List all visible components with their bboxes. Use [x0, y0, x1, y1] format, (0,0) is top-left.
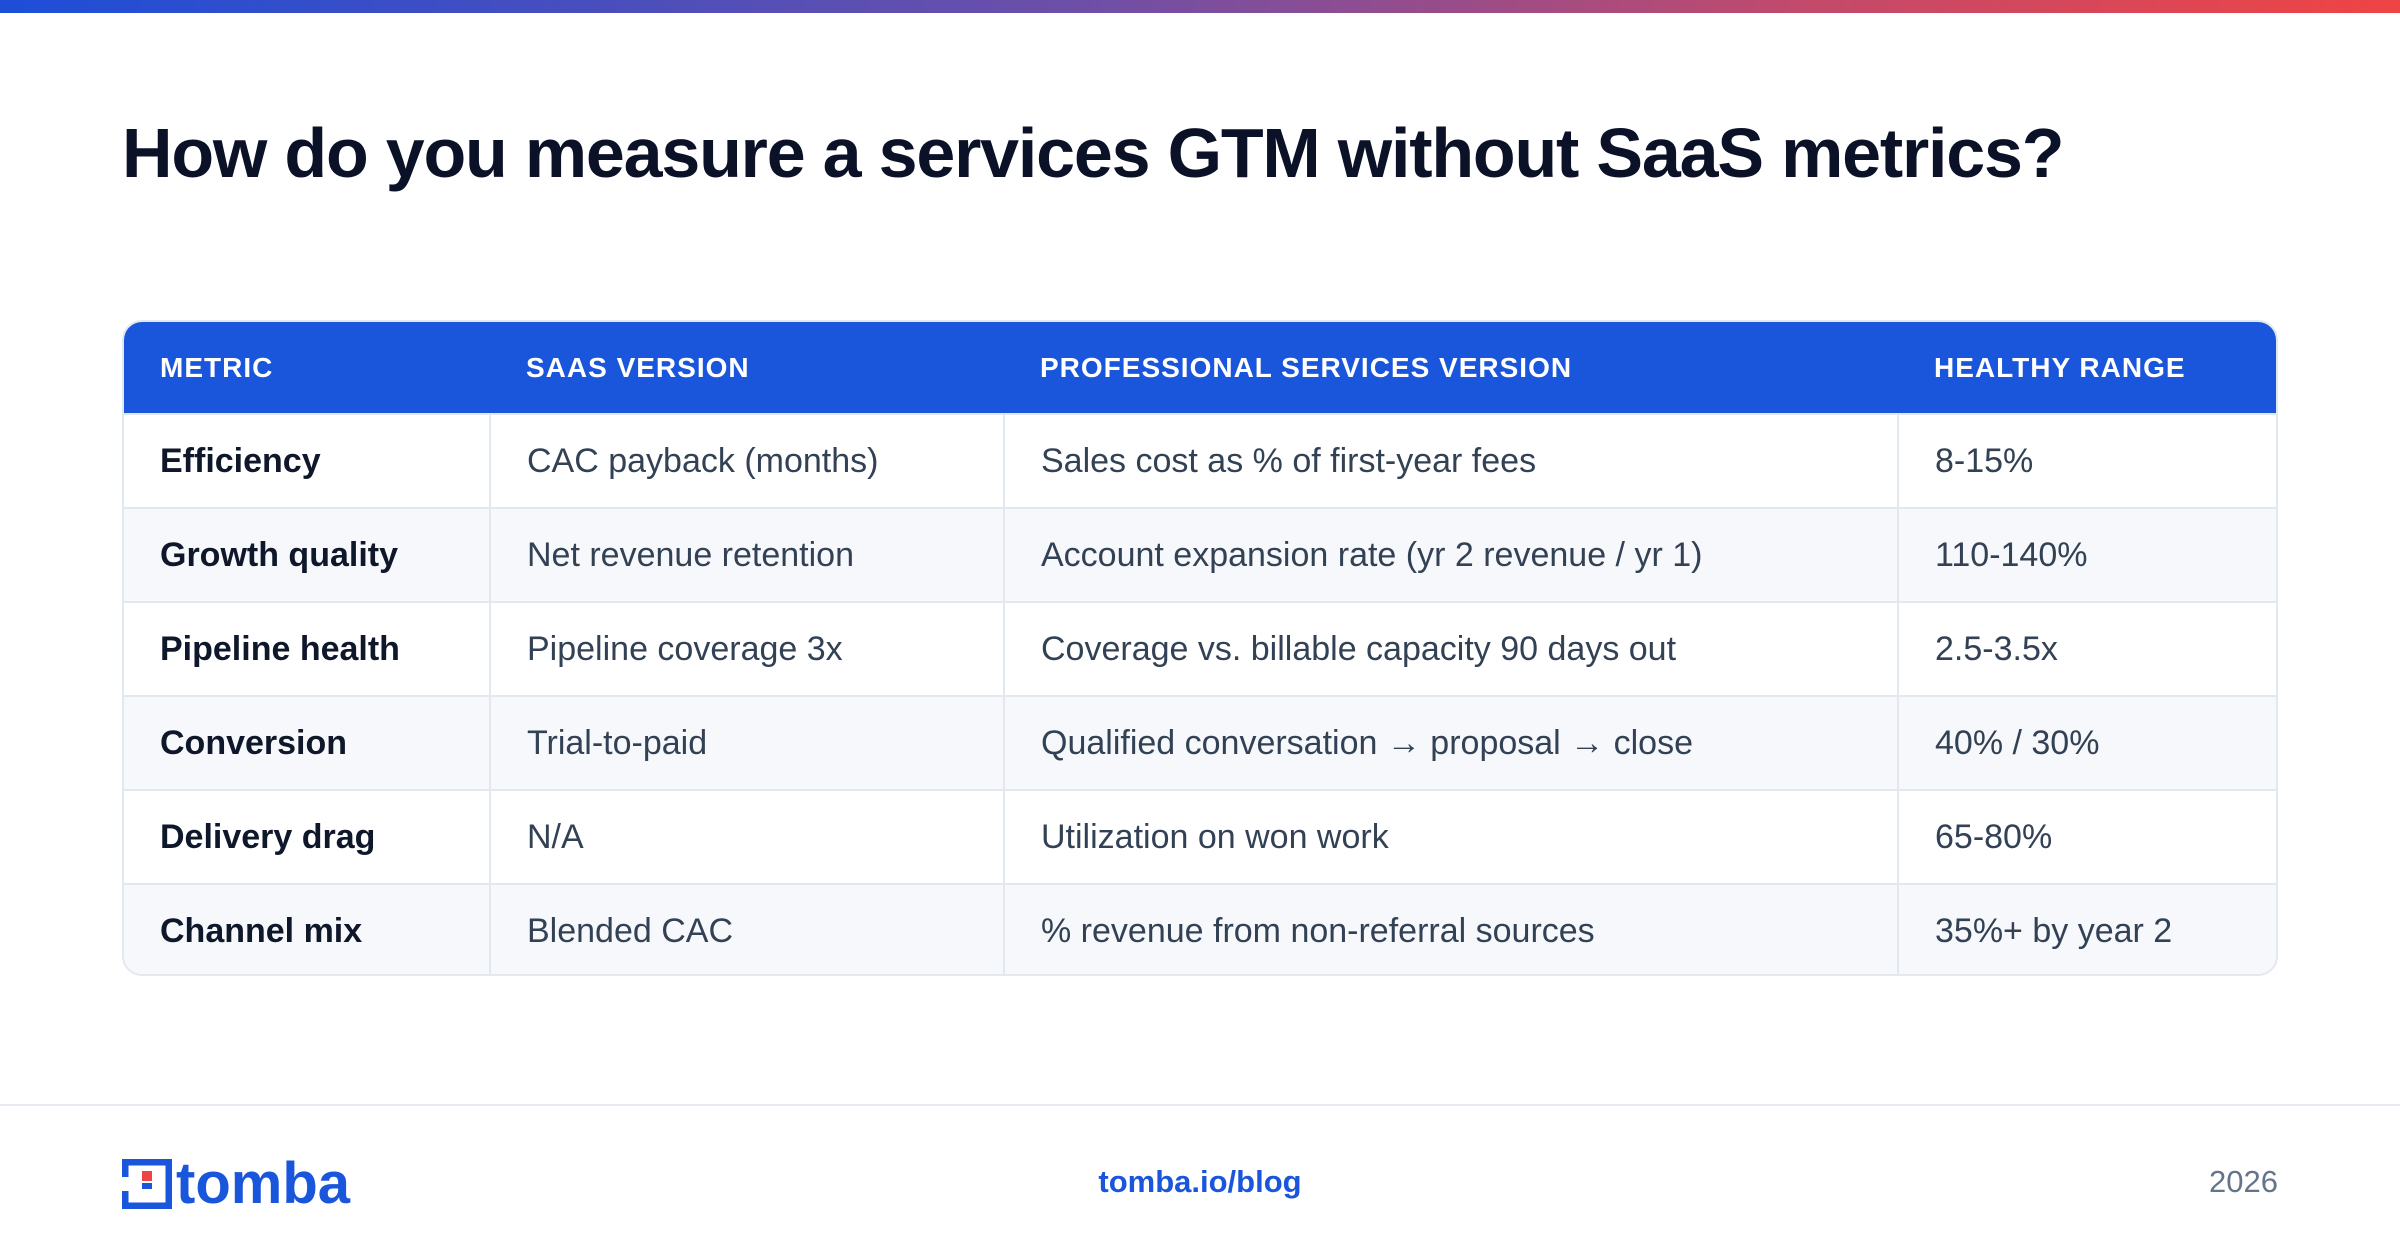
- saas-cell: N/A: [489, 789, 1004, 884]
- range-cell: 65-80%: [1897, 789, 2276, 884]
- table-row: Pipeline health Pipeline coverage 3x Cov…: [124, 601, 2276, 696]
- saas-cell: Blended CAC: [489, 883, 1004, 974]
- services-cell: Coverage vs. billable capacity 90 days o…: [1003, 601, 1898, 696]
- metric-cell: Pipeline health: [124, 601, 490, 696]
- saas-cell: Net revenue retention: [489, 507, 1004, 602]
- tomba-logo[interactable]: tomba: [122, 1151, 350, 1216]
- table-row: Efficiency CAC payback (months) Sales co…: [124, 413, 2276, 508]
- range-cell: 35%+ by year 2: [1897, 883, 2276, 974]
- saas-cell: Pipeline coverage 3x: [489, 601, 1004, 696]
- table-row: Conversion Trial-to-paid Qualified conve…: [124, 695, 2276, 790]
- blog-link[interactable]: tomba.io/blog: [1098, 1164, 1302, 1199]
- table-row: Channel mix Blended CAC % revenue from n…: [124, 883, 2276, 974]
- header-metric: METRIC: [160, 351, 274, 383]
- range-cell: 40% / 30%: [1897, 695, 2276, 790]
- metrics-table: METRIC SAAS VERSION PROFESSIONAL SERVICE…: [124, 322, 2276, 974]
- footer-year: 2026: [2209, 1164, 2278, 1199]
- range-cell: 110-140%: [1897, 507, 2276, 602]
- header-saas-version: SAAS VERSION: [526, 351, 750, 383]
- metric-cell: Delivery drag: [124, 789, 490, 884]
- tomba-logo-mark-icon: [122, 1159, 172, 1209]
- saas-cell: Trial-to-paid: [489, 695, 1004, 790]
- header-healthy-range: HEALTHY RANGE: [1934, 351, 2186, 383]
- metric-cell: Efficiency: [124, 413, 490, 508]
- range-cell: 8-15%: [1897, 413, 2276, 508]
- page-title: How do you measure a services GTM withou…: [122, 114, 2064, 192]
- gradient-top-bar: [0, 0, 2400, 13]
- services-cell: Qualified conversation → proposal → clos…: [1003, 695, 1898, 790]
- services-cell: % revenue from non-referral sources: [1003, 883, 1898, 974]
- header-professional-services-version: PROFESSIONAL SERVICES VERSION: [1040, 351, 1573, 383]
- footer-divider: [0, 1104, 2400, 1106]
- saas-cell: CAC payback (months): [489, 413, 1004, 508]
- metric-cell: Conversion: [124, 695, 490, 790]
- metric-cell: Channel mix: [124, 883, 490, 974]
- logo-wordmark: tomba: [176, 1151, 350, 1216]
- table-row: Growth quality Net revenue retention Acc…: [124, 507, 2276, 602]
- metrics-table-card: METRIC SAAS VERSION PROFESSIONAL SERVICE…: [122, 320, 2278, 976]
- metric-cell: Growth quality: [124, 507, 490, 602]
- table-header-row: METRIC SAAS VERSION PROFESSIONAL SERVICE…: [124, 322, 2276, 414]
- table-row: Delivery drag N/A Utilization on won wor…: [124, 789, 2276, 884]
- services-cell: Account expansion rate (yr 2 revenue / y…: [1003, 507, 1898, 602]
- services-cell: Utilization on won work: [1003, 789, 1898, 884]
- services-cell: Sales cost as % of first-year fees: [1003, 413, 1898, 508]
- range-cell: 2.5-3.5x: [1897, 601, 2276, 696]
